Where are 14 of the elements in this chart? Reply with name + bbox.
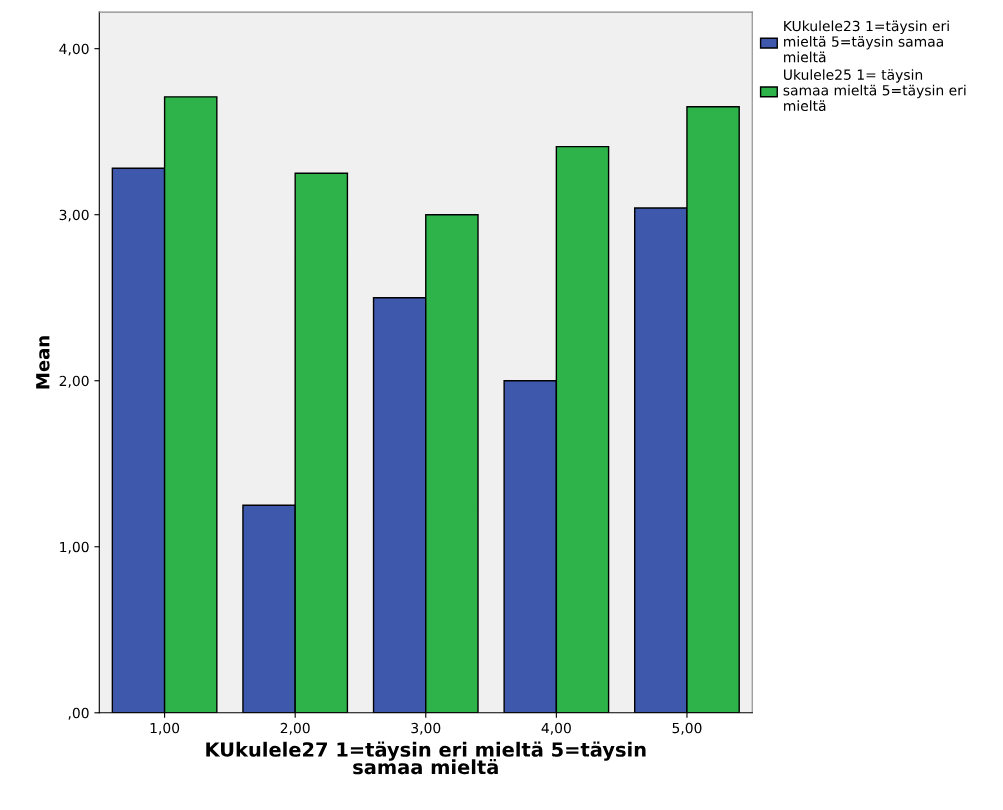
x-tick-label: 5,00 [672,722,702,735]
y-tick-label: ,00 [68,707,89,720]
y-tick-label: 3,00 [59,209,89,222]
x-tick-label: 3,00 [411,722,441,735]
y-axis-title: Mean [36,336,50,389]
y-tick-label: 2,00 [59,375,89,388]
x-tick-label: 4,00 [541,722,571,735]
legend-label: KUkulele23 1=täysin eri mieltä 5=täysin samaa mieltä [784,20,949,63]
x-tick-label: 2,00 [280,722,310,735]
y-tick-label: 1,00 [60,541,89,554]
x-axis-title: KUkulele27 1=täysin eri mieltä 5=täysin samaa mieltä [206,741,646,775]
y-tick-label: 4,00 [59,43,89,56]
legend-label: Ukulele25 1= täysin samaa mieltä 5=täysin eri mieltä [783,69,966,112]
x-tick-label: 1,00 [150,722,180,735]
